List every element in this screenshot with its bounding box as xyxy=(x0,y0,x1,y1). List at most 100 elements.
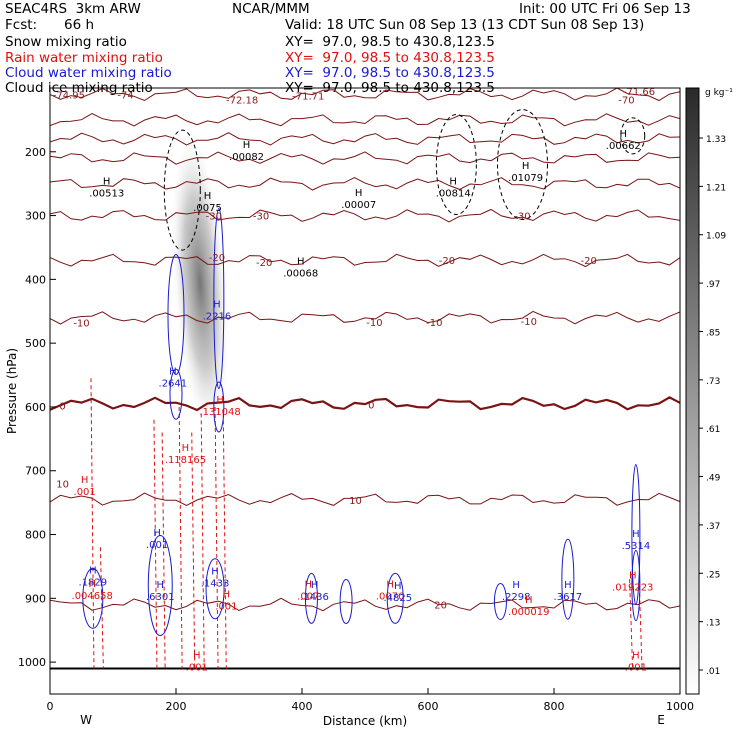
rain-contour xyxy=(629,579,634,669)
colorbar-label: 1.33 xyxy=(706,135,726,145)
maximum-value: .001 xyxy=(625,662,647,673)
colorbar-label: .61 xyxy=(706,425,720,435)
maximum-value: .0075 xyxy=(193,203,222,214)
rain-contour xyxy=(99,547,104,669)
east-label: E xyxy=(657,713,665,727)
fcst-value: 66 h xyxy=(64,17,95,33)
contour-label: 20 xyxy=(434,601,447,612)
maximum-value: .001 xyxy=(146,540,168,551)
maximum-marker: H xyxy=(169,366,177,377)
y-tick-label: 400 xyxy=(25,273,46,286)
contour-label: -20 xyxy=(580,256,596,267)
x-tick-label: 400 xyxy=(292,700,313,713)
maximum-marker: H xyxy=(564,580,572,591)
org-label: NCAR/MMM xyxy=(232,1,310,17)
cloud-water-contour xyxy=(386,572,404,624)
cloud-water-contour xyxy=(147,535,173,637)
contour-label: 10 xyxy=(56,479,69,490)
y-tick-label: 200 xyxy=(25,146,46,159)
model-label: SEAC4RS 3km ARW xyxy=(5,1,141,17)
rain-field-name: Rain water mixing ratio xyxy=(5,50,163,66)
rain-contour xyxy=(161,432,166,669)
rain-contour xyxy=(200,413,205,669)
cloud-water-contour xyxy=(82,567,104,629)
maximum-marker: H xyxy=(153,528,161,539)
maximum-value: .1829 xyxy=(79,577,108,588)
cloud-water-field-xy: XY= 97.0, 98.5 to 430.8,123.5 xyxy=(285,65,495,81)
contour-label: -71.71 xyxy=(292,92,324,103)
contour-label: -70 xyxy=(618,95,634,106)
colorbar xyxy=(685,87,700,695)
maximum-value: .3617 xyxy=(554,592,583,603)
colorbar-label: .13 xyxy=(706,619,720,629)
cloud-water-contour xyxy=(213,381,225,433)
maximum-marker: H xyxy=(512,580,520,591)
cloud-water-contour xyxy=(561,538,575,620)
maximum-marker: H xyxy=(88,579,96,590)
y-tick-label: 300 xyxy=(25,210,46,223)
maximum-marker: H xyxy=(355,188,363,199)
maximum-value: .00068 xyxy=(283,269,318,280)
maximum-marker: H xyxy=(522,161,530,172)
contour-label: -30 xyxy=(206,212,222,223)
maximum-value: .007 xyxy=(297,591,319,602)
colorbar-label: .37 xyxy=(706,522,720,532)
maximum-value: .2641 xyxy=(159,378,188,389)
maximum-marker: H xyxy=(297,257,305,268)
rain-contour xyxy=(90,378,95,669)
maximum-marker: H xyxy=(305,579,313,590)
cloud-ice-contour xyxy=(497,109,548,221)
colorbar-label: 1.21 xyxy=(706,183,726,193)
temperature-contour xyxy=(50,492,680,507)
colorbar-label: .73 xyxy=(706,377,720,387)
temperature-contour xyxy=(50,88,680,102)
maximum-value: .4825 xyxy=(383,593,412,604)
maximum-marker: H xyxy=(632,650,640,661)
rain-contour xyxy=(214,406,219,669)
y-tick-label: 1000 xyxy=(18,656,46,669)
maximum-marker: H xyxy=(394,581,402,592)
temperature-contour xyxy=(50,113,680,127)
maximum-marker: H xyxy=(386,579,394,590)
fcst-label: Fcst: xyxy=(5,17,38,33)
axes: 0 200 400 600 800 100020030040050060070080090… xyxy=(18,146,694,713)
maximum-marker: H xyxy=(629,571,637,582)
contour-label: -20 xyxy=(256,258,272,269)
colorbar-unit: g kg⁻¹ xyxy=(705,88,733,98)
colorbar-label: .25 xyxy=(706,570,720,580)
temperature-contour xyxy=(50,208,680,223)
y-tick-label: 500 xyxy=(25,337,46,350)
x-tick-label: 1000 xyxy=(666,700,694,713)
maximum-value: .0070 xyxy=(376,591,405,602)
maximum-value: .00814 xyxy=(436,188,471,199)
colorbar-labels: 1.33 1.21 1.09 .97 .85 .73 .61 .49 .37 .25 .13 .01 xyxy=(699,135,726,677)
temperature-contour xyxy=(50,310,680,325)
temperature-contour xyxy=(50,177,680,191)
rain-contour xyxy=(178,406,183,669)
temperature-contour xyxy=(50,253,680,268)
maximum-value: .000019 xyxy=(508,607,549,618)
cloud-ice-contour xyxy=(163,129,201,251)
maximum-marker: H xyxy=(204,191,212,202)
maximum-marker: H xyxy=(449,176,457,187)
maximum-value: .00007 xyxy=(341,200,376,211)
maximum-marker: H xyxy=(89,565,97,576)
plot-frame xyxy=(49,87,681,695)
temperature-contours xyxy=(50,88,680,670)
maximum-value: .1433 xyxy=(201,579,230,590)
maximum-value: .00662 xyxy=(606,141,641,152)
contour-label: -72.18 xyxy=(226,95,258,106)
rain-contours xyxy=(90,378,643,669)
contour-label: -30 xyxy=(514,212,530,223)
init-time: Init: 00 UTC Fri 06 Sep 13 xyxy=(519,1,691,17)
maximum-marker: H xyxy=(156,580,164,591)
maximum-value: .019223 xyxy=(612,583,653,594)
colorbar-label: .49 xyxy=(706,474,721,484)
maximum-value: .004658 xyxy=(72,591,113,602)
maximum-value: .001 xyxy=(186,662,208,673)
y-tick-label: 900 xyxy=(25,592,46,605)
y-tick-label: 600 xyxy=(25,401,46,414)
maximum-value: .2216 xyxy=(203,311,232,322)
snow-field-xy: XY= 97.0, 98.5 to 430.8,123.5 xyxy=(285,34,495,50)
cloud-ice-contours xyxy=(163,109,646,251)
